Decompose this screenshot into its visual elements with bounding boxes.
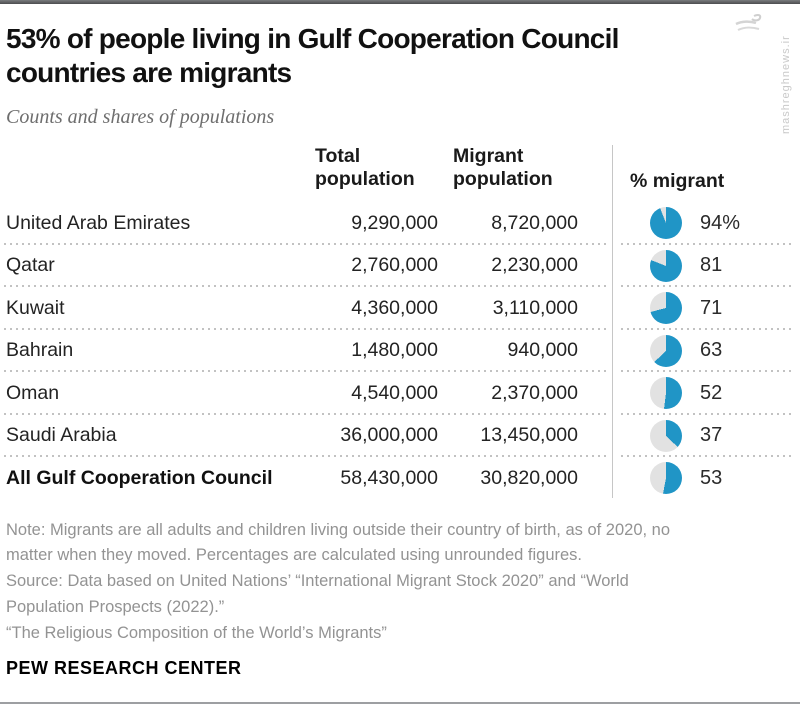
pct-migrant-value: 63	[700, 339, 723, 362]
col-header-pct-migrant: % migrant	[630, 170, 725, 192]
total-population-value: 1,480,000	[351, 339, 438, 362]
migrant-population-value: 940,000	[507, 339, 579, 362]
pie-chart	[650, 377, 682, 410]
pct-migrant-value: 52	[700, 381, 723, 404]
table-row-total: All Gulf Cooperation Council 58,430,000 …	[0, 457, 800, 500]
table-row: Saudi Arabia 36,000,000 13,450,000 37	[0, 415, 800, 458]
total-population-value: 58,430,000	[340, 466, 438, 489]
pie-chart	[650, 207, 682, 240]
col-header-migrant-population: Migrant population	[453, 145, 553, 190]
total-population-value: 36,000,000	[340, 424, 438, 447]
table-row: Kuwait 4,360,000 3,110,000 71	[0, 287, 800, 330]
page-title-line1: 53% of people living in Gulf Cooperation…	[6, 23, 619, 54]
total-population-value: 4,540,000	[351, 381, 438, 404]
pie-chart	[650, 419, 682, 452]
bottom-border	[0, 702, 800, 704]
country-label: Kuwait	[6, 296, 65, 319]
page-title-line2: countries are migrants	[6, 57, 292, 88]
pct-migrant-value: 37	[700, 424, 723, 447]
total-population-value: 9,290,000	[351, 211, 438, 234]
country-label: Bahrain	[6, 339, 74, 362]
col-header-total-population: Total population	[315, 145, 415, 190]
source-text-line1: Source: Data based on United Nations’ “I…	[6, 572, 629, 591]
note-text-line1: Note: Migrants are all adults and childr…	[6, 520, 671, 539]
pie-chart	[650, 292, 682, 325]
table-row: Oman 4,540,000 2,370,000 52	[0, 372, 800, 415]
chart-subtitle: Counts and shares of populations	[6, 106, 275, 128]
total-population-value: 2,760,000	[351, 254, 438, 277]
data-table: Total population Migrant population % mi…	[0, 143, 800, 500]
migrant-population-value: 3,110,000	[492, 296, 578, 319]
column-divider	[612, 145, 613, 498]
pie-chart	[650, 249, 682, 282]
pct-migrant-value: 71	[700, 296, 723, 319]
table-header-row: Total population Migrant population % mi…	[0, 143, 800, 202]
country-label: Qatar	[6, 254, 55, 277]
watermark-site-text: mashreghnews.ir	[780, 35, 792, 134]
pie-chart	[650, 462, 682, 495]
table-row: United Arab Emirates 9,290,000 8,720,000…	[0, 202, 800, 245]
table-row: Bahrain 1,480,000 940,000 63	[0, 330, 800, 373]
footnotes: Note: Migrants are all adults and childr…	[6, 518, 794, 647]
migrant-population-value: 13,450,000	[480, 424, 578, 447]
note-text-line2: matter when they moved. Percentages are …	[6, 546, 583, 565]
country-label: Oman	[6, 381, 60, 404]
migrant-population-value: 2,230,000	[491, 254, 578, 277]
country-label: United Arab Emirates	[6, 211, 191, 234]
citation-text: “The Religious Composition of the World’…	[6, 623, 387, 642]
pie-chart	[650, 334, 682, 367]
migrant-population-value: 8,720,000	[491, 211, 578, 234]
total-population-value: 4,360,000	[351, 296, 438, 319]
country-label: All Gulf Cooperation Council	[6, 466, 273, 489]
migrant-population-value: 2,370,000	[491, 381, 578, 404]
country-label: Saudi Arabia	[6, 424, 117, 447]
page-title: 53% of people living in Gulf Cooperation…	[6, 22, 706, 90]
migrant-population-value: 30,820,000	[480, 466, 578, 489]
watermark-logo-icon	[735, 13, 762, 31]
top-bar	[0, 0, 800, 4]
pct-migrant-value: 53	[700, 466, 723, 489]
pct-migrant-value: 94%	[700, 211, 741, 234]
pew-research-center-logo: PEW RESEARCH CENTER	[6, 658, 242, 679]
pct-migrant-value: 81	[700, 254, 723, 277]
source-text-line2: Population Prospects (2022).”	[6, 597, 225, 616]
table-row: Qatar 2,760,000 2,230,000 81	[0, 245, 800, 288]
